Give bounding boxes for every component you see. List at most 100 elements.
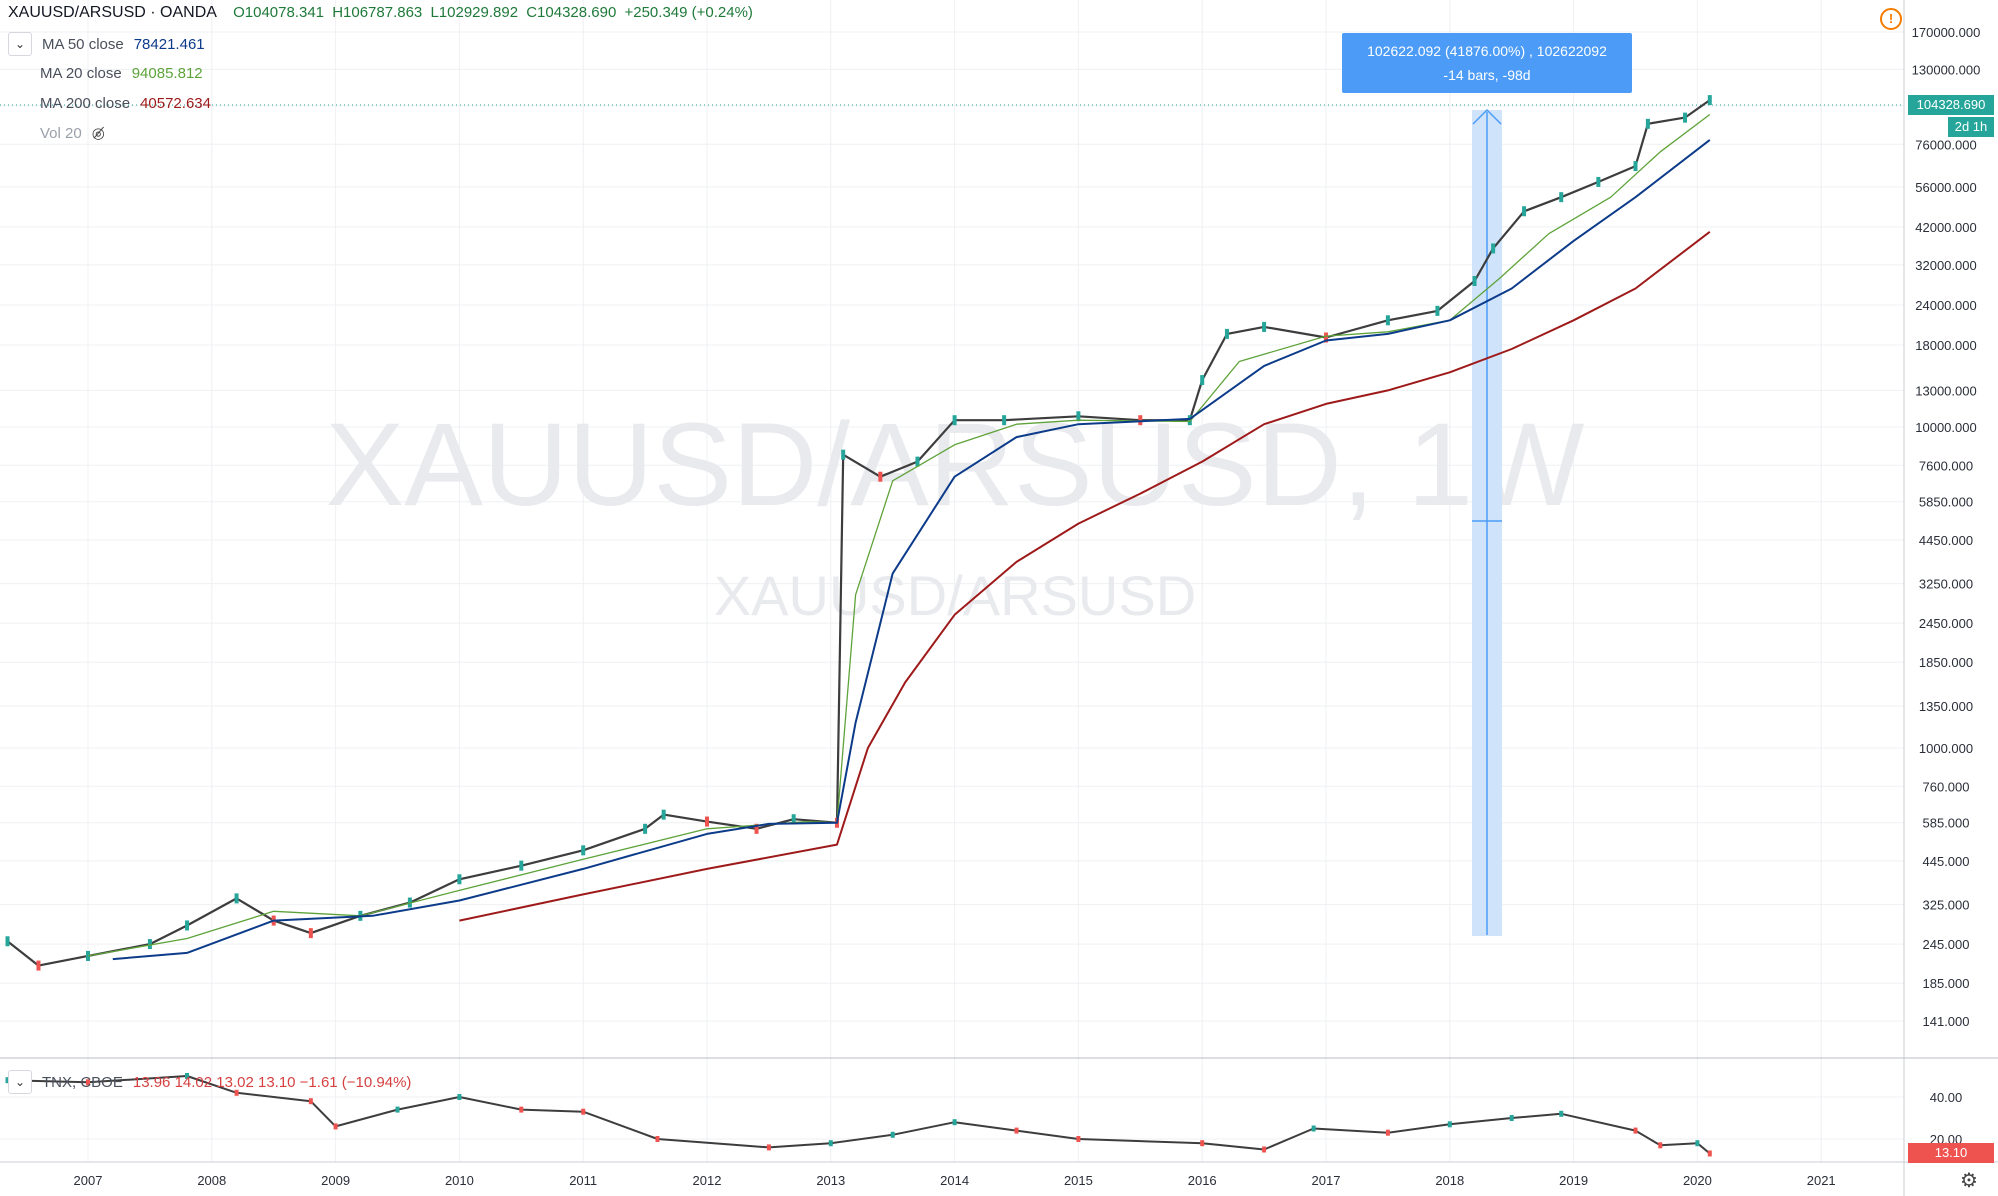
y-tick-label: 1000.000 xyxy=(1919,741,1973,756)
header-legend: XAUUSD/ARSUSD · OANDA O104078.341 H10678… xyxy=(8,4,753,22)
lower-point xyxy=(1447,1121,1452,1128)
price-point xyxy=(1472,275,1477,286)
eye-off-icon[interactable]: ◎̸ xyxy=(91,125,105,142)
x-tick-label: 2020 xyxy=(1683,1173,1712,1188)
y-tick-label: 2450.000 xyxy=(1919,616,1973,631)
measure-arrowhead xyxy=(1472,108,1502,125)
y-tick-label: 24000.000 xyxy=(1915,298,1976,313)
bar-countdown: 2d 1h xyxy=(1948,117,1994,137)
lower-point xyxy=(1633,1127,1638,1134)
lower-point xyxy=(1707,1150,1712,1157)
price-point xyxy=(1683,112,1688,123)
y-tick-label: 130000.000 xyxy=(1912,62,1981,77)
price-point xyxy=(1385,315,1390,326)
price-point xyxy=(1224,328,1229,339)
y-tick-label: 3250.000 xyxy=(1919,577,1973,592)
lower-last-tag: 13.10 xyxy=(1908,1143,1994,1163)
lower-pane xyxy=(5,1073,1712,1157)
indicator-ma200[interactable]: MA 200 close 40572.634 xyxy=(8,92,211,114)
y-tick-label: 56000.000 xyxy=(1915,180,1976,195)
price-point xyxy=(841,449,846,460)
lower-point xyxy=(1658,1142,1663,1149)
price-point xyxy=(234,893,239,904)
grid xyxy=(0,0,1904,1162)
lower-point xyxy=(1695,1140,1700,1147)
series-line-ma-200-close xyxy=(459,231,1711,922)
lower-point xyxy=(828,1140,833,1147)
indicator-value: 94085.812 xyxy=(131,64,203,82)
price-point xyxy=(705,816,709,827)
lower-point xyxy=(1076,1136,1081,1142)
y-tick-label: 245.000 xyxy=(1923,937,1970,952)
lower-point xyxy=(1014,1127,1019,1134)
lower-point xyxy=(457,1094,462,1100)
measure-range xyxy=(1472,108,1502,936)
indicator-ma20[interactable]: MA 20 close 94085.812 xyxy=(8,62,203,84)
price-point xyxy=(519,860,524,871)
price-point xyxy=(147,939,152,950)
price-point xyxy=(1707,95,1712,106)
y-tick-label: 42000.000 xyxy=(1915,220,1976,235)
lower-point xyxy=(234,1089,239,1096)
indicator-label: MA 20 close xyxy=(40,64,122,82)
x-tick-label: 2012 xyxy=(693,1173,722,1188)
y-tick-label: 585.000 xyxy=(1923,816,1970,831)
price-point xyxy=(1522,206,1527,217)
price-point xyxy=(1324,332,1328,343)
price-point xyxy=(643,823,648,834)
price-point xyxy=(1262,321,1267,332)
price-point xyxy=(1491,243,1496,254)
price-point xyxy=(5,936,10,947)
price-point xyxy=(791,814,796,825)
y-tick-label: 1850.000 xyxy=(1919,655,1973,670)
lower-point xyxy=(655,1136,660,1142)
y-tick-label: 5850.000 xyxy=(1919,495,1973,510)
indicator-vol[interactable]: Vol 20 ◎̸ xyxy=(8,122,105,144)
y-tick-label: 760.000 xyxy=(1923,779,1970,794)
indicator-value: 40572.634 xyxy=(140,94,211,112)
y-tick-label: 7600.000 xyxy=(1919,458,1973,473)
lower-point xyxy=(308,1098,313,1105)
x-tick-label: 2007 xyxy=(74,1173,103,1188)
lower-point xyxy=(1509,1115,1514,1121)
ohlc-high: H106787.863 xyxy=(332,4,423,21)
series-line-ma-20-close xyxy=(87,113,1711,957)
last-price-tag: 104328.690 xyxy=(1908,95,1994,115)
price-point xyxy=(1138,415,1143,426)
chevron-down-icon[interactable]: ⌄ xyxy=(8,32,32,56)
ohlc-values: O104078.341 H106787.863 L102929.892 C104… xyxy=(229,4,753,21)
lower-pane-values: 13.96 14.02 13.02 13.10 −1.61 (−10.94%) xyxy=(132,1073,412,1091)
y-tick-label: 18000.000 xyxy=(1915,338,1976,353)
lower-point xyxy=(333,1123,338,1130)
price-point xyxy=(1187,415,1192,426)
price-point xyxy=(1559,192,1564,203)
lower-point xyxy=(890,1131,895,1138)
lower-point xyxy=(1262,1146,1267,1153)
price-point xyxy=(1596,176,1601,187)
lower-pane-legend: ⌄ TNX, CBOE 13.96 14.02 13.02 13.10 −1.6… xyxy=(8,1070,411,1094)
y-tick-label: 4450.000 xyxy=(1919,533,1973,548)
y-tick-label: 13000.000 xyxy=(1915,383,1976,398)
y-tick-label: 76000.000 xyxy=(1915,137,1976,152)
x-tick-label: 2013 xyxy=(816,1173,845,1188)
price-point xyxy=(878,471,883,482)
alert-icon[interactable]: ! xyxy=(1880,8,1902,30)
price-point xyxy=(952,415,957,426)
y-tick-label: 445.000 xyxy=(1923,854,1970,869)
lower-point xyxy=(86,1079,90,1086)
y-tick-label: 10000.000 xyxy=(1915,420,1976,435)
x-tick-label: 2008 xyxy=(197,1173,226,1188)
price-point xyxy=(1076,411,1081,422)
price-axis xyxy=(1904,0,1998,1196)
chevron-down-icon[interactable]: ⌄ xyxy=(8,1070,32,1094)
symbol-title[interactable]: XAUUSD/ARSUSD · OANDA xyxy=(8,4,217,21)
price-point xyxy=(36,960,41,971)
lower-point xyxy=(1200,1140,1205,1147)
gear-icon[interactable]: ⚙ xyxy=(1960,1170,1978,1192)
indicator-label: Vol 20 xyxy=(40,124,82,142)
indicator-ma50[interactable]: ⌄ MA 50 close 78421.461 xyxy=(8,32,205,56)
price-point xyxy=(1200,375,1205,386)
price-point xyxy=(1002,415,1007,426)
